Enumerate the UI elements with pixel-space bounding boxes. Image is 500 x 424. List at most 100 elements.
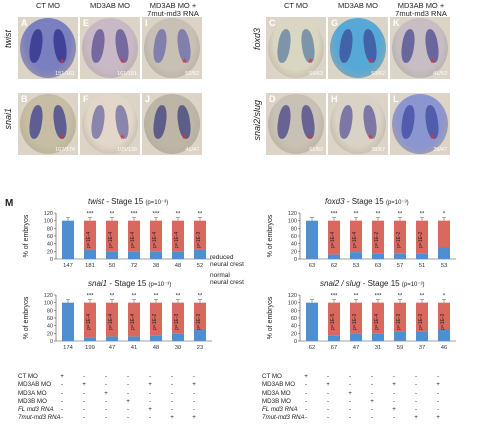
table-row: MD3A MO - - + - - - -: [18, 390, 218, 398]
panel-label: K: [393, 18, 400, 28]
bar-normal: [350, 252, 362, 259]
embryo-image: [392, 18, 448, 78]
n-label: 46: [441, 345, 447, 351]
y-tick-label: 0: [294, 339, 297, 345]
significance-label: **: [110, 212, 115, 218]
bar-reduced: [194, 302, 206, 330]
gene-label-twist: twist: [3, 30, 13, 48]
chart-stage: - Stage 15: [109, 279, 147, 288]
bar-p-value: p=1E-4: [108, 231, 114, 247]
n-label: 72: [131, 263, 137, 269]
row-label: MD3AB MO: [18, 381, 52, 389]
asterisk-marker: *: [430, 56, 435, 70]
table-cell: +: [170, 414, 174, 422]
table-cell: -: [392, 397, 396, 405]
bar-normal: [106, 336, 118, 341]
bar-normal: [438, 247, 450, 259]
bar-p-value: p=1E-5: [330, 313, 336, 329]
row-label: MD3B MO: [18, 397, 47, 405]
chart-gene: twist: [88, 197, 104, 206]
table-cell: -: [170, 381, 174, 389]
table-cell: -: [348, 397, 352, 405]
asterisk-marker: *: [308, 56, 313, 70]
table-cell: -: [82, 406, 86, 414]
chart-pval: (p=10⁻³): [148, 282, 172, 288]
bar-reduced: [416, 220, 428, 254]
table-cell: -: [126, 389, 130, 397]
table-cell: +: [192, 381, 196, 389]
panel-count: 167/174: [55, 147, 75, 153]
table-cell: -: [370, 389, 374, 397]
table-cell: -: [326, 406, 330, 414]
significance-label: ***: [330, 294, 338, 300]
y-tick-label: 20: [47, 249, 53, 255]
n-label: 62: [309, 345, 315, 351]
n-label: 52: [197, 263, 203, 269]
table-cell: +: [348, 389, 352, 397]
table-cell: +: [414, 414, 418, 422]
table-cell: -: [192, 406, 196, 414]
n-label: 48: [153, 345, 159, 351]
y-tick-label: 80: [47, 308, 53, 314]
table-cell: -: [414, 389, 418, 397]
asterisk-marker: *: [308, 132, 313, 146]
table-cell: -: [370, 381, 374, 389]
asterisk-marker: *: [120, 132, 125, 146]
n-label: 174: [63, 345, 73, 351]
panel-label: B: [21, 94, 28, 104]
table-cell: +: [148, 381, 152, 389]
table-cell: -: [170, 406, 174, 414]
table-cell: -: [326, 389, 330, 397]
bar-reduced: [372, 302, 384, 334]
bar-p-value: p=1E-3: [196, 231, 202, 247]
table-cell: -: [304, 389, 308, 397]
legend-reduced: reduced neural crest: [210, 254, 244, 272]
bar-normal: [306, 302, 318, 341]
row-label: 7mut-md3 RNA: [18, 414, 61, 422]
y-tick-label: 80: [291, 308, 297, 314]
table-cell: -: [170, 397, 174, 405]
bar-normal: [306, 220, 318, 259]
table-cell: -: [414, 373, 418, 380]
table-cell: -: [348, 414, 352, 422]
panel-label: J: [145, 94, 151, 104]
row-label: FL md3 RNA: [262, 406, 298, 414]
table-cell: +: [326, 381, 330, 389]
table-cell: -: [60, 397, 64, 405]
bar-normal: [350, 333, 362, 341]
chart-title-twist: twist - Stage 15 (p=10⁻³): [88, 197, 168, 206]
asterisk-marker: *: [120, 56, 125, 70]
y-tick-label: 60: [291, 234, 297, 240]
table-cell: -: [170, 389, 174, 397]
bar-p-value: p=1E-3: [174, 313, 180, 329]
panel-label: H: [331, 94, 338, 104]
n-label: 63: [309, 263, 315, 269]
table-cell: -: [436, 389, 440, 397]
table-row: MD3B MO - - - + - - -: [18, 398, 218, 406]
y-tick-label: 80: [291, 226, 297, 232]
bar-normal: [194, 329, 206, 341]
row-label: MD3A MO: [18, 389, 47, 397]
legend-normal: normal neural crest: [210, 272, 244, 290]
n-label: 53: [353, 263, 359, 269]
bar-reduced: [150, 220, 162, 252]
table-cell: -: [348, 406, 352, 414]
significance-label: *: [443, 212, 446, 218]
col-header-rescue-right: MD3AB MO + 7mut-md3 RNA: [395, 1, 447, 18]
y-axis-label: % of embryos: [23, 214, 30, 257]
table-cell: -: [414, 381, 418, 389]
significance-label: **: [176, 294, 181, 300]
panel-count: 59/63: [309, 71, 323, 77]
significance-label: **: [176, 212, 181, 218]
chart-gene: foxd3: [325, 197, 345, 206]
table-row: CT MO + - - - - - -: [18, 373, 218, 381]
table-cell: +: [304, 373, 308, 380]
panel-count: 52/52: [185, 71, 199, 77]
significance-label: ***: [330, 212, 338, 218]
row-label: FL md3 RNA: [18, 406, 54, 414]
chart-gene: snai2 / slug: [320, 279, 361, 288]
embryo-panel-i: I * 52/52: [142, 17, 202, 79]
